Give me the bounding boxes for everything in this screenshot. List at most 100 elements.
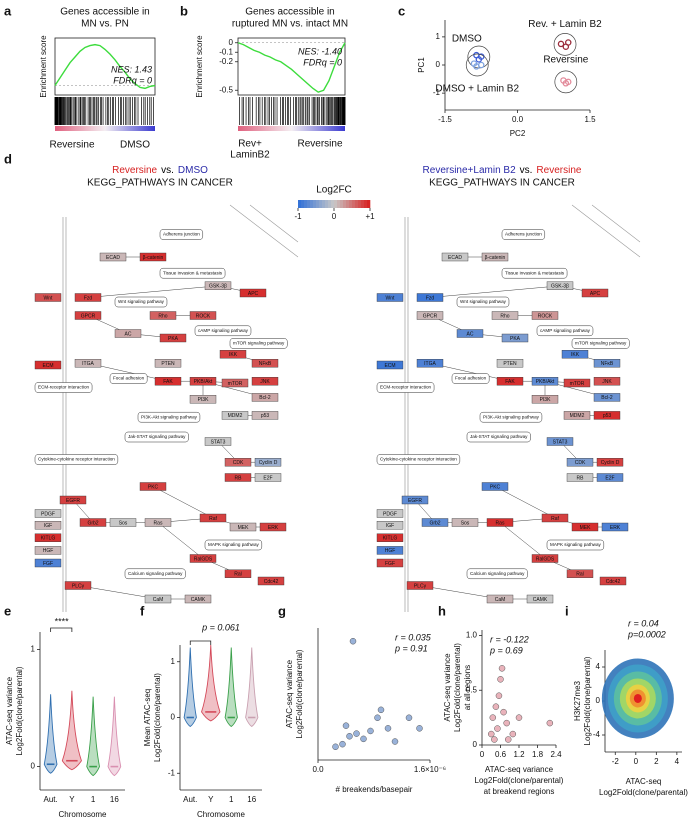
point bbox=[504, 736, 512, 743]
pathway-box bbox=[114, 296, 168, 308]
x-axis-label: PC2 bbox=[510, 129, 526, 138]
gene-label: PKA bbox=[510, 336, 521, 342]
gene-label: CAMK bbox=[533, 597, 548, 603]
gene-label: Bcl-2 bbox=[601, 395, 613, 401]
gene-label: p53 bbox=[603, 413, 612, 419]
bracket bbox=[50, 627, 73, 632]
gene-label: CaM bbox=[153, 597, 164, 603]
panel-letter: a bbox=[4, 3, 12, 18]
gene-label: Sos bbox=[119, 520, 128, 526]
pathway-label: Tissue invasion & metastasis bbox=[505, 270, 565, 275]
gene-node bbox=[566, 569, 594, 578]
gene-node bbox=[593, 411, 621, 420]
y-axis-label: Log2Fold(clone/parental) bbox=[15, 666, 24, 755]
gene-label: NFκB bbox=[259, 361, 272, 367]
x-tick-label: Y bbox=[208, 795, 214, 804]
colorbar-cell bbox=[331, 200, 335, 208]
gene-label: Sos bbox=[461, 520, 470, 526]
gene-label: MDM2 bbox=[570, 413, 585, 419]
pathway-label: cAMP signaling pathway bbox=[540, 328, 591, 333]
colorbar-tick-label: -1 bbox=[294, 212, 302, 221]
gene-node bbox=[184, 594, 212, 604]
panel-letter: b bbox=[180, 3, 188, 18]
gene-node bbox=[224, 569, 252, 578]
pathway-label: Tissue invasion & metastasis bbox=[163, 270, 223, 275]
gene-label: ECM bbox=[42, 363, 53, 369]
gene-label: PKC bbox=[148, 484, 159, 490]
gene-node bbox=[159, 333, 187, 343]
gene-node bbox=[376, 509, 404, 518]
gene-node bbox=[531, 395, 559, 404]
gene-node bbox=[221, 378, 249, 388]
y-axis-label: Log2Fold(clone/parental) bbox=[295, 649, 304, 738]
map-subtitle: KEGG_PATHWAYS IN CANCER bbox=[87, 178, 233, 189]
point bbox=[384, 725, 392, 732]
y-axis-label: Enrichment score bbox=[39, 35, 48, 98]
colorbar-cell bbox=[301, 200, 305, 208]
edge bbox=[87, 362, 169, 382]
annotation: p = 0.061 bbox=[201, 622, 240, 632]
annotation: r = 0.035 bbox=[395, 632, 432, 642]
group-label: DMSO bbox=[120, 140, 150, 151]
gene-node bbox=[154, 359, 182, 368]
pathway-label: Calcium signaling pathway bbox=[128, 571, 183, 576]
gene-label: E2F bbox=[605, 475, 614, 481]
gene-node bbox=[456, 329, 484, 338]
gene-node bbox=[571, 522, 599, 532]
gene-label: AC bbox=[467, 331, 474, 337]
gene-node bbox=[251, 359, 279, 368]
gene-label: Grb2 bbox=[87, 520, 98, 526]
pathway-box bbox=[536, 325, 594, 337]
gene-node bbox=[546, 281, 574, 290]
annotation: FDRq = 0 bbox=[303, 57, 342, 67]
gene-node bbox=[376, 293, 404, 302]
gene-label: NFκB bbox=[601, 361, 614, 367]
gene-label: FGF bbox=[43, 561, 53, 567]
pathway-label: PI3K-Akt signaling pathway bbox=[483, 414, 540, 419]
gene-label: ERK bbox=[268, 525, 279, 531]
violin bbox=[43, 694, 58, 774]
gene-label: KITLG bbox=[383, 536, 398, 542]
gene-node bbox=[34, 293, 62, 302]
gene-label: Bcl-2 bbox=[259, 395, 271, 401]
point bbox=[500, 708, 507, 716]
gene-label: Cyclin D bbox=[601, 460, 620, 466]
gene-label: GSK-3β bbox=[551, 284, 569, 290]
gene-label: ITGA bbox=[424, 361, 436, 367]
panel-letter: d bbox=[4, 151, 12, 166]
gene-label: CDK bbox=[233, 460, 244, 466]
gene-node bbox=[224, 458, 252, 467]
chart-title: ruptured MN vs. intact MN bbox=[232, 19, 348, 30]
y-axis-label: ATAC-seq variance bbox=[285, 659, 294, 728]
point bbox=[353, 730, 360, 737]
gene-label: mTOR bbox=[570, 381, 585, 387]
edge bbox=[419, 585, 501, 600]
violin bbox=[245, 647, 259, 728]
x-tick-label: 0.0 bbox=[512, 115, 524, 124]
x-tick-label: 2 bbox=[654, 757, 659, 766]
gene-node bbox=[566, 458, 594, 467]
pathway-label: ECM-receptor interaction bbox=[380, 385, 432, 390]
gene-label: PDGF bbox=[383, 511, 397, 517]
title-part: Reversine bbox=[536, 165, 581, 176]
point bbox=[374, 714, 381, 722]
gene-label: IKK bbox=[571, 352, 580, 358]
gene-label: FGF bbox=[385, 561, 395, 567]
gene-label: Wnt bbox=[44, 295, 54, 301]
gene-node bbox=[401, 495, 429, 505]
y-tick-label: -4 bbox=[593, 730, 601, 739]
x-tick-label: 0 bbox=[634, 757, 639, 766]
gene-label: E2F bbox=[263, 475, 272, 481]
gene-node bbox=[593, 393, 621, 402]
gene-node bbox=[601, 522, 629, 532]
gene-node bbox=[496, 377, 524, 386]
gene-node bbox=[149, 311, 177, 320]
gene-label: PDGF bbox=[41, 511, 55, 517]
violin bbox=[86, 696, 100, 777]
y-axis-label: H3K27me3 bbox=[573, 680, 582, 721]
gene-label: Ral bbox=[234, 572, 242, 578]
gene-label: Ras bbox=[154, 520, 163, 526]
gene-node bbox=[531, 311, 559, 320]
gene-label: ROCK bbox=[196, 313, 211, 319]
pathway-box bbox=[479, 411, 543, 423]
